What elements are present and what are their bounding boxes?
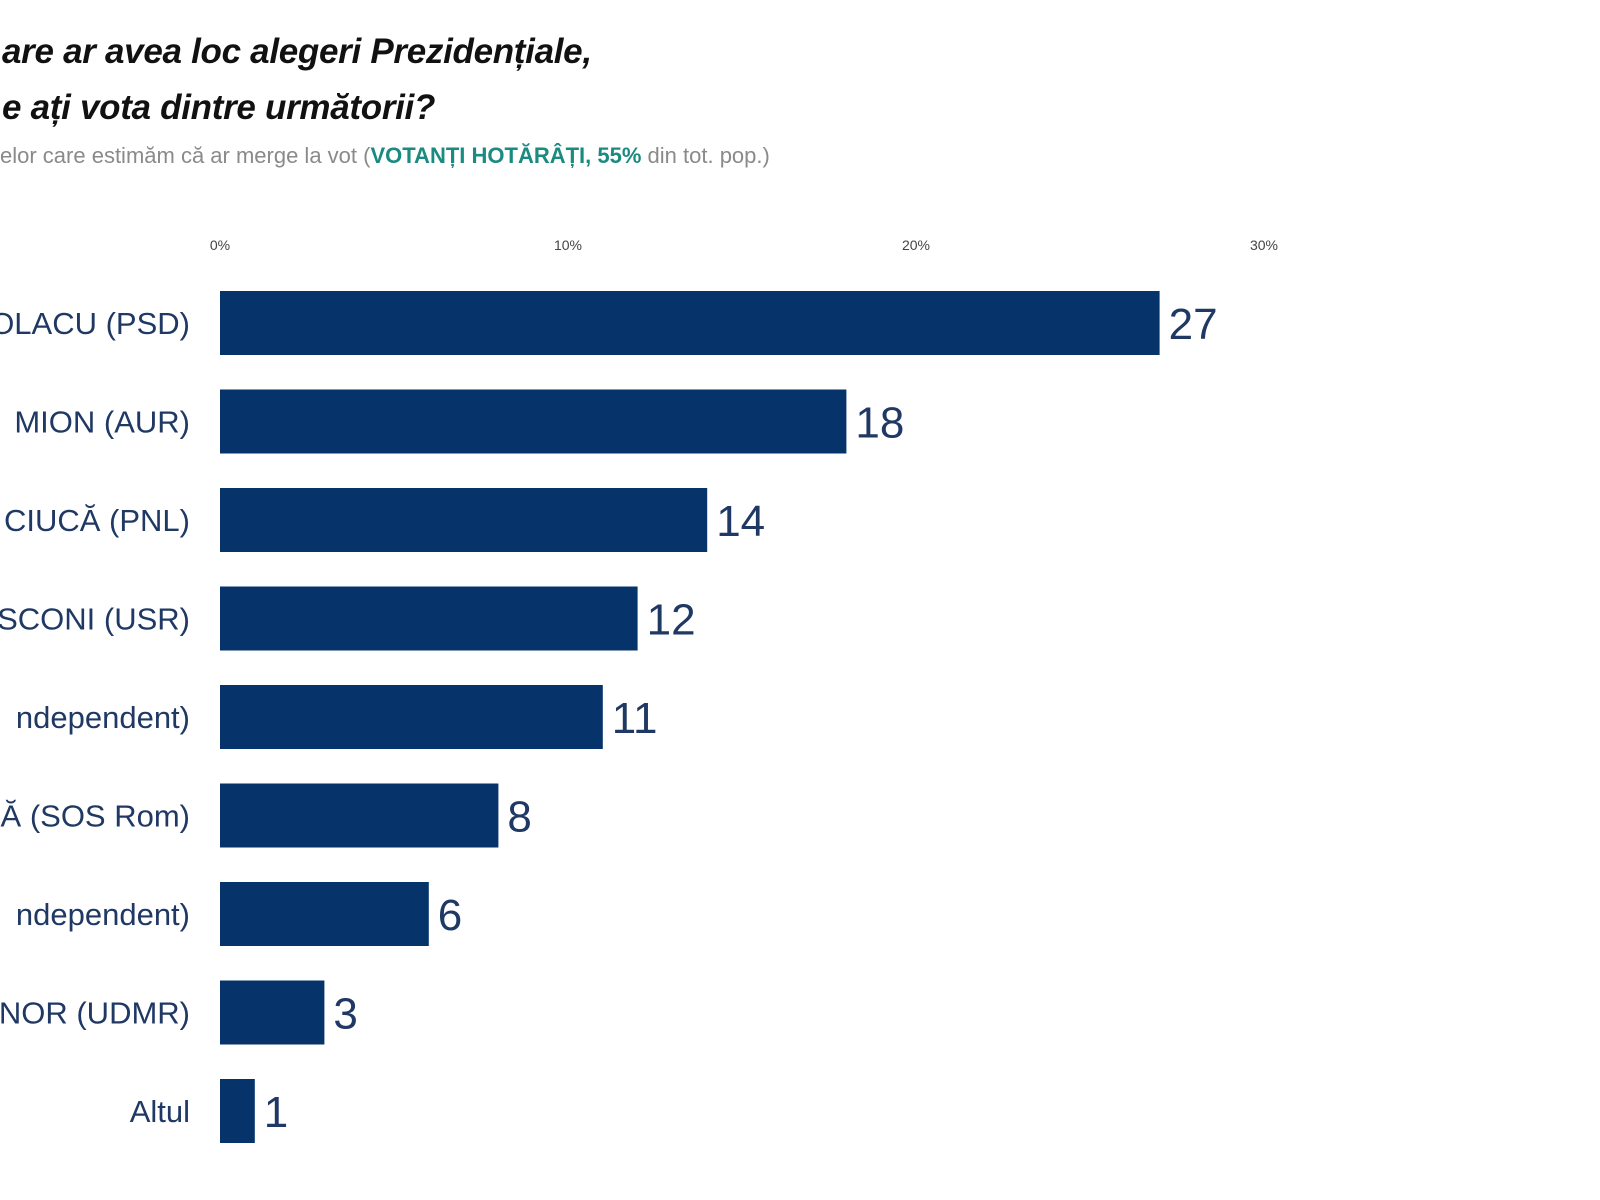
bar xyxy=(220,882,429,946)
bar xyxy=(220,586,638,651)
bar xyxy=(220,685,603,749)
value-label: 18 xyxy=(855,399,904,448)
bar xyxy=(220,783,499,848)
subtitle-highlight: VOTANȚI HOTĂRÂȚI, 55% xyxy=(370,143,642,168)
value-label: 8 xyxy=(507,793,531,842)
category-label: SCONI (USR) xyxy=(0,602,190,637)
bar xyxy=(220,389,847,454)
bar xyxy=(220,1079,255,1143)
value-label: 27 xyxy=(1169,300,1218,349)
chart-subtitle: elor care estimăm că ar merge la vot (VO… xyxy=(0,143,770,169)
value-label: 12 xyxy=(647,596,696,645)
category-label: Ă (SOS Rom) xyxy=(1,799,190,834)
subtitle-suffix: din tot. pop.) xyxy=(641,143,770,168)
chart-title-line-2: e ați vota dintre următorii? xyxy=(2,88,436,127)
category-label: OLACU (PSD) xyxy=(0,306,190,341)
category-label: ndependent) xyxy=(16,897,190,932)
value-label: 14 xyxy=(716,497,765,546)
category-label: MION (AUR) xyxy=(14,405,190,440)
bar xyxy=(220,291,1160,355)
x-tick-label: 30% xyxy=(1250,237,1278,253)
value-label: 11 xyxy=(612,694,658,743)
value-label: 6 xyxy=(438,891,462,940)
category-label: CIUCĂ (PNL) xyxy=(4,503,190,538)
x-tick-label: 10% xyxy=(554,237,582,253)
x-tick-label: 0% xyxy=(210,237,230,253)
category-label: Altul xyxy=(130,1094,190,1129)
chart-title-line-1: are ar avea loc alegeri Prezidențiale, xyxy=(2,32,592,71)
x-tick-label: 20% xyxy=(902,237,930,253)
bar xyxy=(220,488,708,552)
subtitle-prefix: elor care estimăm că ar merge la vot ( xyxy=(0,143,371,168)
category-label: NOR (UDMR) xyxy=(0,996,190,1031)
bar xyxy=(220,980,325,1045)
value-label: 3 xyxy=(333,990,357,1039)
category-label: ndependent) xyxy=(16,700,190,735)
value-label: 1 xyxy=(264,1088,288,1137)
